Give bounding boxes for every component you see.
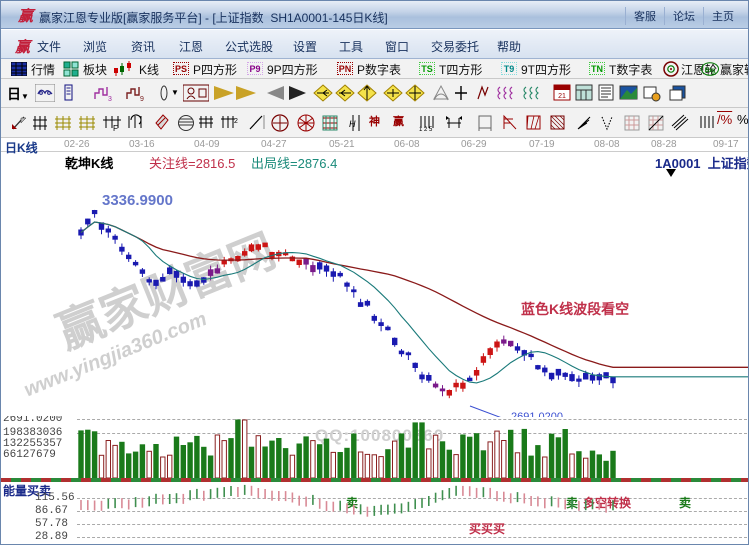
svg-text:Big: Big [705,67,716,74]
svg-text:2: 2 [234,118,238,125]
svg-text:3: 3 [108,96,112,102]
svg-text:21: 21 [558,93,566,100]
svg-text:H: H [349,119,356,129]
svg-text:F: F [113,124,118,132]
svg-text:9: 9 [140,96,144,102]
svg-text:1 2 5: 1 2 5 [419,127,433,132]
